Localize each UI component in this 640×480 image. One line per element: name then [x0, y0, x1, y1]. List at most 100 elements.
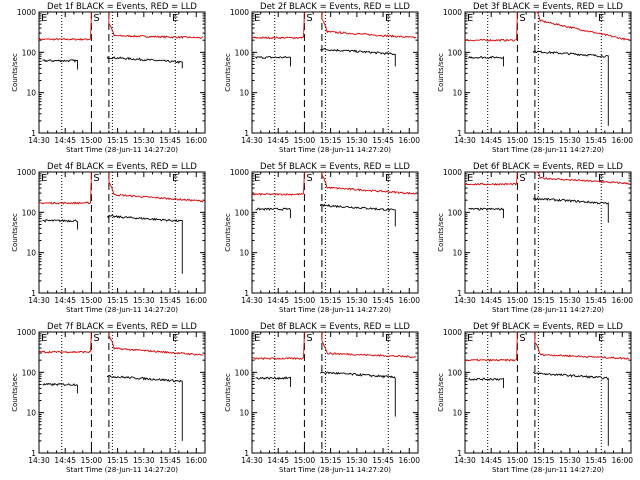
- y-tick-label: 100: [22, 368, 37, 377]
- events-series-line: [468, 377, 504, 389]
- events-series-line: [468, 55, 504, 67]
- plot-frame: [38, 11, 206, 134]
- marker-label: S: [306, 173, 312, 184]
- y-tick-label: 1000: [17, 328, 36, 337]
- x-tick-label: 15:15: [533, 296, 555, 305]
- marker-label: E: [172, 13, 178, 24]
- detector-panel-4: Det 4f BLACK = Events, RED = LLD 1 10 100 10…: [11, 162, 207, 314]
- detector-panel-3: Det 3f BLACK = Events, RED = LLD 1 10 100 10…: [437, 2, 633, 154]
- x-tick-label: 15:00: [507, 456, 529, 465]
- panel-title: Det 5f BLACK = Events, RED = LLD: [260, 162, 410, 172]
- x-tick-label: 14:45: [54, 136, 76, 145]
- y-axis-label: Counts/sec: [224, 213, 232, 252]
- events-series-line: [42, 218, 78, 230]
- marker-label: E: [41, 13, 47, 24]
- y-tick-label: 1000: [230, 168, 249, 177]
- x-tick-label: 15:45: [159, 136, 181, 145]
- y-tick-label: 100: [22, 208, 37, 217]
- x-tick-label: 15:30: [133, 136, 155, 145]
- x-tick-label: 16:00: [185, 456, 207, 465]
- x-tick-label: 16:00: [398, 136, 420, 145]
- plot-frame: [38, 171, 206, 294]
- y-tick-label: 1: [31, 129, 36, 138]
- detector-panel-9: Det 9f BLACK = Events, RED = LLD 1 10 100 10…: [437, 322, 633, 474]
- x-tick-label: 15:15: [320, 456, 342, 465]
- y-tick-label: 1: [31, 289, 36, 298]
- lld-series-line: [321, 332, 417, 359]
- panel-title: Det 9f BLACK = Events, RED = LLD: [473, 322, 623, 332]
- y-tick-label: 10: [239, 89, 249, 98]
- y-tick-label: 1000: [443, 168, 462, 177]
- lld-series-line: [534, 332, 630, 360]
- y-tick-label: 10: [26, 89, 36, 98]
- lld-series-line: [464, 11, 518, 42]
- lld-series-line: [464, 171, 518, 186]
- x-tick-label: 15:30: [559, 456, 581, 465]
- y-axis-label: Counts/sec: [224, 373, 232, 412]
- x-tick-label: 15:00: [507, 296, 529, 305]
- y-tick-label: 1: [457, 449, 462, 458]
- lld-series-line: [251, 171, 305, 196]
- y-axis-label: Counts/sec: [224, 53, 232, 92]
- y-axis-label: Counts/sec: [11, 53, 19, 92]
- marker-label: E: [598, 13, 604, 24]
- y-tick-label: 10: [239, 409, 249, 418]
- y-tick-label: 1: [457, 129, 462, 138]
- x-tick-label: 16:00: [185, 136, 207, 145]
- events-series-line: [532, 197, 609, 223]
- y-tick-label: 1000: [230, 8, 249, 17]
- events-series-line: [42, 382, 78, 394]
- events-series-line: [106, 56, 183, 69]
- x-tick-label: 15:15: [107, 456, 129, 465]
- x-tick-label: 15:15: [533, 456, 555, 465]
- x-tick-label: 14:30: [28, 456, 50, 465]
- plot-frame: [464, 171, 632, 294]
- x-tick-label: 15:15: [320, 136, 342, 145]
- x-tick-label: 15:00: [81, 456, 103, 465]
- marker-label: S: [93, 173, 99, 184]
- x-tick-label: 14:45: [54, 296, 76, 305]
- x-tick-label: 15:00: [81, 296, 103, 305]
- lld-series-line: [534, 171, 630, 185]
- y-tick-label: 1: [244, 129, 249, 138]
- x-tick-label: 15:00: [81, 136, 103, 145]
- lld-series-line: [534, 11, 630, 41]
- y-tick-label: 1: [31, 449, 36, 458]
- lld-series-line: [108, 12, 204, 39]
- y-tick-label: 100: [448, 208, 463, 217]
- marker-label: S: [519, 173, 525, 184]
- lld-series-line: [251, 331, 305, 361]
- marker-label: E: [598, 173, 604, 184]
- x-tick-label: 14:30: [241, 456, 263, 465]
- y-tick-label: 1000: [443, 8, 462, 17]
- x-tick-label: 15:15: [107, 136, 129, 145]
- marker-label: S: [93, 333, 99, 344]
- plot-frame: [251, 331, 419, 454]
- marker-label: E: [467, 173, 473, 184]
- marker-label: E: [467, 333, 473, 344]
- x-tick-label: 15:45: [585, 456, 607, 465]
- marker-label: E: [254, 13, 260, 24]
- y-tick-label: 10: [452, 409, 462, 418]
- detector-panel-1: Det 1f BLACK = Events, RED = LLD 1 10 100 10…: [11, 2, 207, 154]
- x-tick-label: 15:30: [559, 296, 581, 305]
- plot-frame: [464, 11, 632, 134]
- detector-panel-6: Det 6f BLACK = Events, RED = LLD 1 10 100 10…: [437, 162, 633, 314]
- x-tick-label: 16:00: [611, 136, 633, 145]
- marker-label: E: [598, 333, 604, 344]
- marker-label: E: [172, 333, 178, 344]
- x-tick-label: 15:30: [346, 456, 368, 465]
- x-axis-label: Start Time (28-Jun-11 14:27:20): [492, 466, 604, 474]
- lld-series-line: [108, 332, 204, 356]
- marker-label: E: [172, 173, 178, 184]
- x-tick-label: 16:00: [611, 456, 633, 465]
- panel-title: Det 8f BLACK = Events, RED = LLD: [260, 322, 410, 332]
- events-series-line: [42, 59, 78, 70]
- panel-title: Det 3f BLACK = Events, RED = LLD: [473, 2, 623, 12]
- x-tick-label: 15:15: [533, 136, 555, 145]
- y-axis-label: Counts/sec: [437, 53, 445, 92]
- x-tick-label: 15:45: [159, 456, 181, 465]
- y-tick-label: 10: [26, 409, 36, 418]
- y-tick-label: 10: [239, 249, 249, 258]
